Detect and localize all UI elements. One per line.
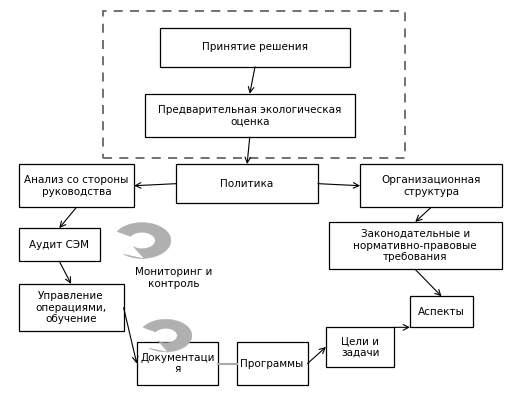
FancyBboxPatch shape [160,28,349,67]
FancyBboxPatch shape [176,164,318,203]
FancyBboxPatch shape [19,228,100,261]
FancyBboxPatch shape [329,222,502,269]
Text: Аудит СЭМ: Аудит СЭМ [29,240,89,250]
FancyBboxPatch shape [326,327,394,367]
Text: Цели и
задачи: Цели и задачи [341,336,379,358]
FancyBboxPatch shape [19,284,124,331]
Text: Программы: Программы [241,359,304,368]
Text: Принятие решения: Принятие решения [202,42,308,52]
PathPatch shape [143,319,192,352]
Text: Законодательные и
нормативно-правовые
требования: Законодательные и нормативно-правовые тр… [354,229,477,262]
FancyBboxPatch shape [360,164,502,207]
FancyBboxPatch shape [19,164,134,207]
Text: Организационная
структура: Организационная структура [381,175,481,197]
Text: Аспекты: Аспекты [418,307,465,317]
FancyBboxPatch shape [237,342,307,385]
FancyBboxPatch shape [137,342,218,385]
PathPatch shape [117,222,171,259]
Text: Мониторинг и
контроль: Мониторинг и контроль [135,267,212,289]
Text: Предварительная экологическая
оценка: Предварительная экологическая оценка [158,105,341,126]
FancyBboxPatch shape [144,94,355,137]
Text: Политика: Политика [220,178,274,189]
FancyBboxPatch shape [410,296,473,327]
Text: Анализ со стороны
руководства: Анализ со стороны руководства [24,175,129,197]
Text: Документаци
я: Документаци я [140,353,215,374]
Text: Управление
операциями,
обучение: Управление операциями, обучение [36,291,107,324]
